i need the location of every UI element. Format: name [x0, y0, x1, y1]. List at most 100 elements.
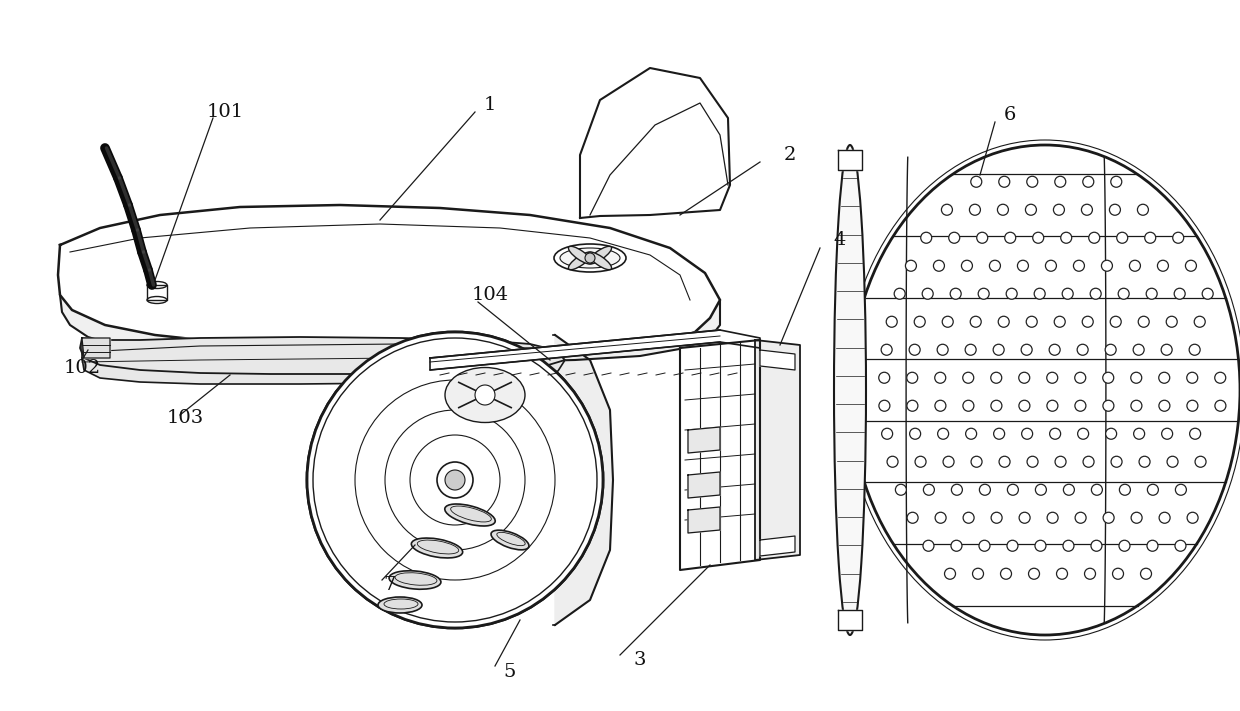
- Circle shape: [1130, 260, 1141, 272]
- Circle shape: [977, 232, 988, 243]
- Circle shape: [915, 456, 926, 467]
- Circle shape: [1033, 232, 1044, 243]
- Circle shape: [963, 400, 973, 411]
- Circle shape: [1018, 260, 1028, 272]
- Circle shape: [972, 568, 983, 579]
- Circle shape: [1194, 316, 1205, 327]
- Circle shape: [1027, 456, 1038, 467]
- Polygon shape: [760, 536, 795, 556]
- Text: 3: 3: [634, 651, 646, 669]
- Circle shape: [585, 253, 595, 263]
- Circle shape: [1140, 456, 1149, 467]
- Circle shape: [1120, 484, 1131, 496]
- Circle shape: [1075, 512, 1086, 523]
- Circle shape: [965, 344, 976, 356]
- Circle shape: [436, 462, 472, 498]
- Polygon shape: [430, 330, 760, 370]
- Circle shape: [308, 332, 603, 628]
- Circle shape: [1111, 176, 1122, 187]
- Ellipse shape: [568, 246, 591, 264]
- Circle shape: [1215, 373, 1226, 383]
- Text: 7: 7: [384, 576, 397, 594]
- Text: 1: 1: [484, 96, 496, 114]
- Circle shape: [1022, 428, 1033, 439]
- Circle shape: [1189, 344, 1200, 356]
- Circle shape: [1145, 232, 1156, 243]
- Circle shape: [1131, 400, 1142, 411]
- Circle shape: [944, 456, 954, 467]
- Circle shape: [1110, 316, 1121, 327]
- Circle shape: [970, 316, 981, 327]
- Circle shape: [1202, 288, 1213, 299]
- Circle shape: [1060, 232, 1071, 243]
- Circle shape: [1063, 288, 1073, 299]
- Circle shape: [980, 484, 991, 496]
- Circle shape: [1110, 204, 1121, 215]
- Circle shape: [1089, 232, 1100, 243]
- Circle shape: [1102, 400, 1114, 411]
- Circle shape: [1083, 456, 1094, 467]
- Circle shape: [1187, 512, 1198, 523]
- Circle shape: [990, 260, 1001, 272]
- Circle shape: [1054, 316, 1065, 327]
- Ellipse shape: [148, 296, 167, 304]
- Polygon shape: [580, 68, 730, 218]
- Circle shape: [308, 332, 603, 628]
- Circle shape: [906, 400, 918, 411]
- Circle shape: [935, 400, 946, 411]
- Circle shape: [879, 400, 890, 411]
- Circle shape: [991, 373, 1002, 383]
- Circle shape: [1174, 288, 1185, 299]
- Circle shape: [1028, 568, 1039, 579]
- Circle shape: [997, 204, 1008, 215]
- Text: 101: 101: [206, 103, 243, 121]
- Circle shape: [1083, 316, 1094, 327]
- Circle shape: [970, 204, 981, 215]
- Circle shape: [887, 316, 898, 327]
- Circle shape: [1047, 512, 1058, 523]
- Circle shape: [1146, 288, 1157, 299]
- Circle shape: [1091, 484, 1102, 496]
- Circle shape: [1133, 428, 1145, 439]
- Circle shape: [1137, 204, 1148, 215]
- Ellipse shape: [588, 252, 611, 269]
- Circle shape: [1055, 176, 1065, 187]
- Ellipse shape: [554, 244, 626, 272]
- Circle shape: [882, 344, 892, 356]
- Polygon shape: [58, 205, 720, 357]
- Circle shape: [962, 373, 973, 383]
- Circle shape: [1133, 344, 1145, 356]
- Ellipse shape: [568, 252, 591, 269]
- Circle shape: [882, 428, 893, 439]
- Circle shape: [993, 428, 1004, 439]
- Circle shape: [1147, 540, 1158, 551]
- Polygon shape: [838, 150, 862, 170]
- Circle shape: [1185, 260, 1197, 272]
- Circle shape: [951, 484, 962, 496]
- Circle shape: [1173, 232, 1184, 243]
- Circle shape: [1083, 176, 1094, 187]
- Circle shape: [1105, 344, 1116, 356]
- Circle shape: [935, 373, 946, 383]
- Polygon shape: [688, 472, 720, 498]
- Circle shape: [1111, 456, 1122, 467]
- Circle shape: [895, 484, 906, 496]
- Polygon shape: [755, 340, 800, 560]
- Circle shape: [1104, 512, 1114, 523]
- Circle shape: [1117, 232, 1127, 243]
- Circle shape: [1035, 540, 1047, 551]
- Circle shape: [1006, 288, 1017, 299]
- Circle shape: [999, 456, 1011, 467]
- Circle shape: [1063, 540, 1074, 551]
- Ellipse shape: [491, 530, 529, 550]
- Polygon shape: [81, 337, 565, 374]
- Ellipse shape: [835, 145, 866, 635]
- Circle shape: [910, 428, 920, 439]
- Text: 103: 103: [166, 409, 203, 427]
- Circle shape: [1064, 484, 1074, 496]
- Ellipse shape: [389, 571, 441, 589]
- Circle shape: [949, 232, 960, 243]
- Circle shape: [1056, 568, 1068, 579]
- Ellipse shape: [148, 282, 167, 289]
- Circle shape: [945, 568, 956, 579]
